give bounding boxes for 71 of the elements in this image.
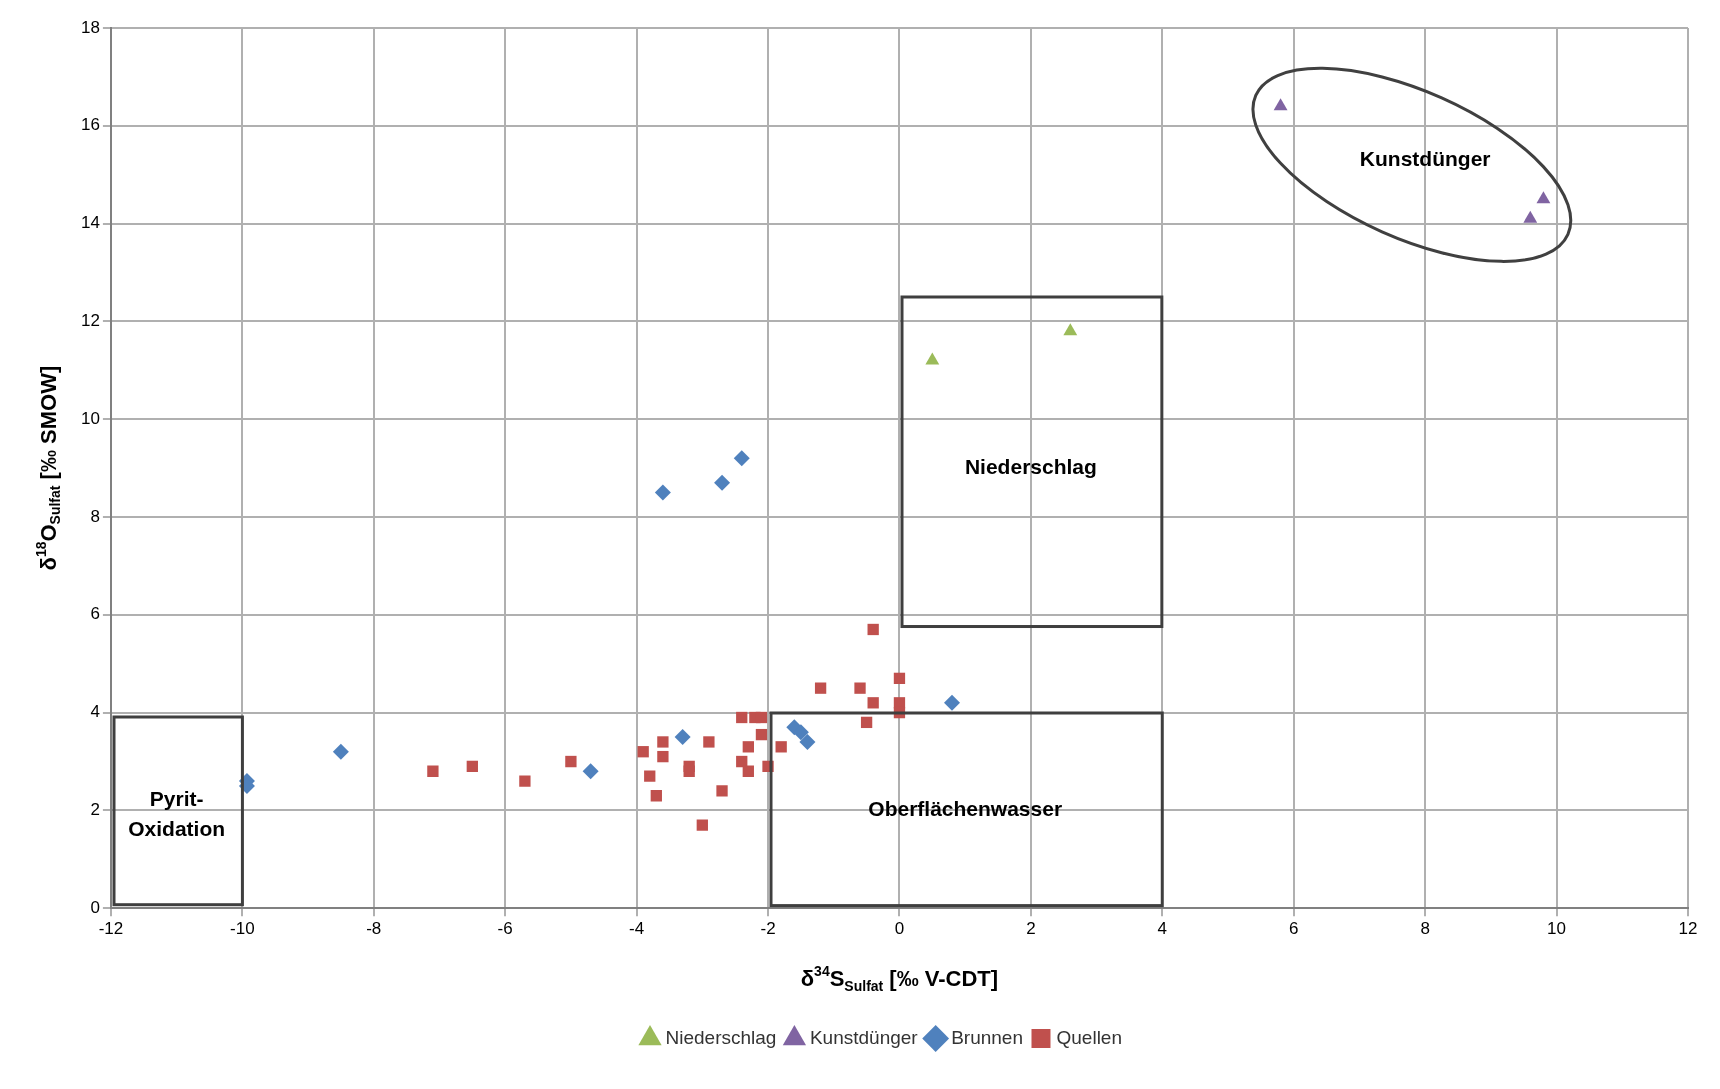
annotation: Kunstdünger — [1359, 146, 1491, 170]
x-tick-label: 2 — [1026, 919, 1036, 939]
point — [742, 765, 754, 777]
y-axis-title: δ18OSulfat [‰ SMOW] — [33, 365, 64, 571]
point — [867, 623, 879, 636]
point — [654, 484, 671, 501]
point — [466, 760, 478, 773]
point — [944, 694, 961, 711]
point — [1536, 191, 1551, 204]
point — [1063, 323, 1078, 336]
point — [644, 770, 656, 782]
point — [854, 682, 866, 694]
legend-label: Niederschlag — [665, 1026, 777, 1048]
x-tick-label: 10 — [1547, 919, 1567, 939]
point — [582, 763, 599, 780]
x-tick-label: -2 — [760, 919, 776, 939]
point — [565, 755, 577, 768]
annotation: Oberflächenwasser — [868, 797, 1063, 821]
y-tick-label: 8 — [90, 506, 100, 526]
point — [1273, 98, 1288, 111]
x-tick-label: 8 — [1420, 919, 1430, 939]
point — [742, 741, 754, 753]
point — [775, 741, 787, 753]
y-tick-label: 16 — [80, 115, 100, 135]
point — [696, 819, 708, 831]
point — [733, 450, 750, 467]
point — [703, 736, 715, 748]
y-tick-label: 10 — [80, 408, 100, 428]
x-tick-label: -6 — [497, 919, 513, 939]
point — [1523, 210, 1538, 223]
point — [860, 716, 873, 729]
y-tick-label: 2 — [90, 800, 100, 820]
y-tick-label: 12 — [80, 311, 100, 331]
y-tick-label: 0 — [90, 897, 100, 917]
legend-label: Kunstdünger — [809, 1026, 919, 1048]
point — [755, 728, 768, 741]
point — [519, 775, 531, 787]
point — [657, 750, 669, 763]
point — [925, 352, 940, 365]
point — [736, 711, 748, 724]
point — [657, 736, 669, 748]
point — [714, 474, 731, 491]
x-tick-label: -12 — [98, 919, 124, 939]
point — [332, 743, 349, 760]
y-tick-label: 14 — [80, 213, 100, 233]
x-tick-label: 12 — [1678, 919, 1698, 939]
point — [637, 746, 649, 758]
x-tick-label: 4 — [1157, 919, 1168, 939]
legend-label: Quellen — [1056, 1026, 1122, 1048]
y-tick-label: 6 — [90, 604, 100, 624]
point — [683, 765, 695, 777]
x-tick-label: 6 — [1288, 919, 1299, 939]
x-tick-label: -10 — [230, 919, 255, 939]
point — [893, 672, 906, 685]
point — [674, 729, 691, 746]
y-tick-label: 4 — [90, 702, 100, 722]
point — [799, 733, 816, 750]
point — [736, 755, 748, 768]
point — [427, 765, 439, 777]
x-tick-label: 0 — [894, 919, 905, 939]
point — [650, 790, 662, 802]
point — [867, 697, 879, 709]
x-tick-label: -8 — [366, 919, 382, 939]
point — [814, 682, 827, 694]
legend-label: Brunnen — [951, 1026, 1023, 1048]
annotation: Niederschlag — [964, 454, 1097, 478]
annotation: Pyrit- Oxidation — [128, 787, 226, 841]
x-tick-label: -4 — [629, 919, 645, 939]
y-tick-label: 18 — [80, 17, 100, 37]
point — [755, 711, 768, 724]
point — [716, 785, 728, 797]
